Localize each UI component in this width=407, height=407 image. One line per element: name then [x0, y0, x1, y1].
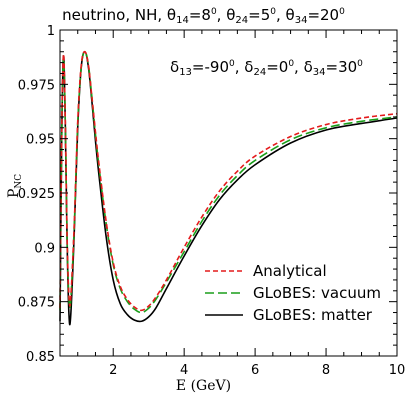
x-tick-label: 6 [251, 363, 259, 378]
y-tick-label: 0.875 [18, 296, 55, 311]
y-tick-label: 1 [47, 24, 55, 39]
x-axis-label: E (GeV) [175, 378, 232, 394]
legend-item-matter: GLoBES: matter [203, 304, 381, 326]
legend-swatch-vacuum [205, 292, 243, 294]
legend-swatch-matter [205, 314, 243, 316]
y-tick-label: 0.85 [26, 350, 55, 365]
y-tick-label: 0.95 [26, 133, 55, 148]
phase-annotation: δ13=-900, δ24=00, δ34=300 [170, 58, 363, 78]
legend-label: Analytical [253, 262, 327, 280]
series-lines [59, 50, 398, 326]
legend-item-analytical: Analytical [203, 260, 381, 282]
x-tick-label: 8 [322, 363, 330, 378]
legend-item-vacuum: GLoBES: vacuum [203, 282, 381, 304]
plot-frame [59, 29, 398, 357]
y-axis-label: PNC [6, 173, 24, 198]
y-tick-label: 0.975 [18, 78, 55, 93]
legend-swatch-analytical [205, 270, 243, 272]
x-tick-label: 4 [180, 363, 188, 378]
chart-title: neutrino, NH, θ14=80, θ24=50, θ34=200 [62, 6, 345, 26]
legend-label: GLoBES: vacuum [253, 284, 381, 302]
x-tick-label: 10 [389, 363, 406, 378]
legend: Analytical GLoBES: vacuum GLoBES: matter [203, 260, 381, 326]
x-tick-label: 2 [109, 363, 117, 378]
y-tick-label: 0.9 [34, 241, 55, 256]
y-tick-label: 0.925 [18, 187, 55, 202]
legend-label: GLoBES: matter [253, 306, 372, 324]
series-line-analytical [59, 50, 398, 312]
